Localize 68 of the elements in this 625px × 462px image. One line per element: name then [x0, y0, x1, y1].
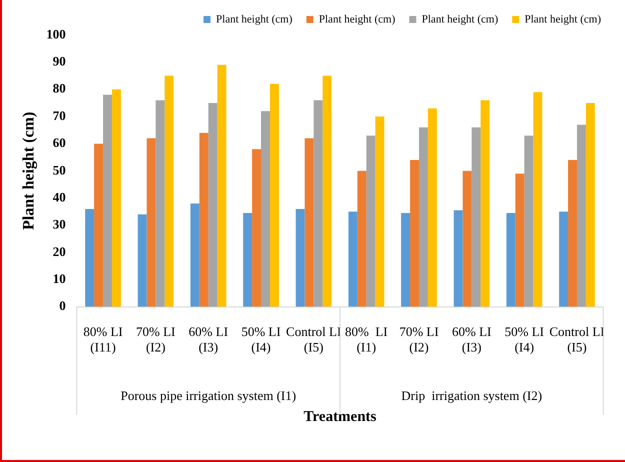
y-tick-label: 80	[52, 80, 66, 96]
bar	[208, 102, 218, 307]
y-tick-label: 0	[59, 298, 66, 314]
x-tick-label: 70% LI (I2)	[399, 324, 439, 355]
y-tick-label: 40	[52, 189, 66, 204]
y-tick-label: 90	[52, 54, 66, 69]
y-tick-label: 20	[52, 244, 66, 259]
bar	[366, 136, 376, 307]
bar	[296, 208, 305, 307]
bar	[576, 124, 586, 307]
x-tick-label: Control LI (I5)	[549, 324, 605, 355]
bar	[586, 102, 595, 307]
x-tick-label: 60% LI (I3)	[188, 324, 228, 355]
bar	[217, 64, 226, 307]
legend-label: Plant height (cm)	[422, 13, 498, 26]
text: Drip irrigation system (I2)	[401, 388, 542, 404]
bar	[261, 111, 270, 307]
bar	[559, 212, 568, 307]
bar	[252, 149, 262, 307]
bar	[454, 210, 463, 307]
bar	[103, 94, 112, 307]
bar	[270, 84, 279, 307]
bar	[515, 174, 524, 307]
y-tick-label: 30	[52, 216, 66, 232]
text: Porous pipe irrigation system (I1)	[120, 388, 296, 404]
bar	[401, 213, 410, 307]
bar	[357, 170, 366, 307]
bar	[533, 92, 542, 307]
bar	[94, 144, 104, 307]
bar	[156, 100, 165, 307]
bar	[112, 89, 121, 307]
bar	[314, 100, 323, 307]
bar	[243, 213, 252, 307]
bar	[348, 212, 358, 307]
bar	[322, 76, 332, 307]
bar	[138, 214, 147, 307]
legend-label: Plant height (cm)	[524, 13, 602, 26]
bar	[568, 160, 577, 307]
y-axis-title: Plant height (cm)	[20, 112, 38, 230]
bar	[418, 127, 428, 307]
y-tick-label: 100	[46, 26, 66, 42]
bar	[199, 132, 208, 307]
bar	[506, 213, 516, 307]
x-tick-label: 50% LI (I4)	[241, 324, 281, 355]
bar	[472, 127, 481, 307]
bar	[375, 116, 384, 307]
bar	[304, 138, 314, 307]
bar	[146, 138, 156, 307]
x-tick-label: 80% LI (I1)	[345, 324, 388, 355]
bar	[164, 76, 174, 307]
bar	[85, 208, 94, 307]
legend-label: Plant height (cm)	[318, 13, 396, 26]
bar	[524, 136, 534, 307]
bar	[480, 100, 490, 307]
bar	[428, 108, 437, 307]
legend-label: Plant height (cm)	[216, 13, 293, 26]
bar	[410, 160, 419, 307]
x-axis-title: Treatments	[304, 408, 377, 425]
x-tick-label: 50% LI (I4)	[504, 324, 544, 355]
x-tick-label: 60% LI (I3)	[452, 324, 492, 355]
y-tick-label: 60	[52, 135, 66, 150]
y-tick-label: 70	[52, 108, 66, 123]
bar	[462, 170, 472, 307]
y-tick-label: 10	[52, 270, 66, 286]
y-tick-label: 50	[52, 162, 66, 178]
x-tick-label: 70% LI (I2)	[136, 324, 176, 355]
x-tick-label: 80% LI (I11)	[83, 324, 123, 355]
bar	[190, 204, 200, 307]
